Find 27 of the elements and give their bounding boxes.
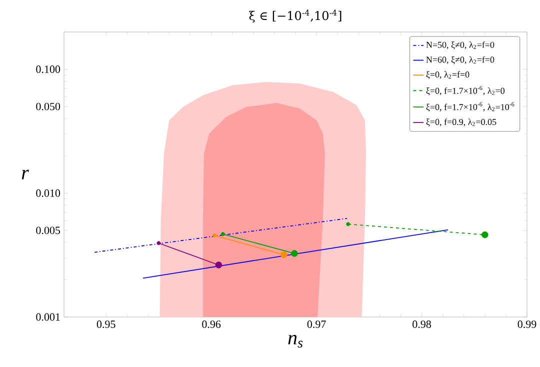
legend-label: N=60, ξ≠0, λ$_{2}$=f=0	[426, 56, 494, 64]
chart-title: ξ ∈ [−10$^{-4}$,10$^{-4}$]	[249, 10, 342, 22]
y-tick-label: 0.001	[36, 313, 60, 321]
point	[220, 232, 225, 236]
point	[280, 251, 288, 258]
legend-label: ξ=0, f=1.7×10$^{-6}$, λ$_{2}$=10$^{-6}$	[426, 102, 514, 112]
x-tick-label: 0.96	[202, 320, 221, 328]
y-tick-label: 0.050	[36, 102, 60, 110]
point	[212, 233, 216, 238]
legend-label: ξ=0, λ$_{2}$=f=0	[426, 71, 470, 80]
point	[291, 250, 298, 257]
y-tick-label: 0.005	[36, 226, 60, 234]
y-tick-label: 0.010	[36, 189, 60, 197]
x-axis-title: n$_{s}$	[288, 334, 303, 348]
x-tick-label: 0.98	[412, 320, 431, 328]
legend-label: ξ=0, f=0.9, λ$_{2}$=0.05	[426, 118, 496, 126]
point	[482, 231, 488, 238]
x-tick-label: 0.99	[518, 320, 536, 328]
point	[346, 222, 350, 226]
x-tick-label: 0.95	[96, 320, 116, 328]
point	[156, 241, 161, 246]
point	[215, 262, 222, 268]
legend-label: N=50, ξ≠0, λ$_{2}$=f=0	[426, 41, 494, 50]
legend-label: ξ=0, f=1.7×10$^{-6}$, λ$_{2}$=0	[426, 86, 505, 96]
y-tick-label: 0.100	[36, 66, 60, 74]
x-tick-label: 0.97	[307, 320, 326, 328]
y-axis-title: r	[22, 170, 29, 180]
